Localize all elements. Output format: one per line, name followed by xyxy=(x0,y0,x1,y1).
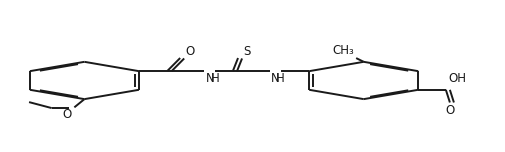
Text: CH₃: CH₃ xyxy=(331,44,353,57)
Text: S: S xyxy=(243,45,250,58)
Text: N: N xyxy=(271,72,279,85)
Text: O: O xyxy=(445,104,454,117)
Text: H: H xyxy=(211,72,219,85)
Text: OH: OH xyxy=(447,72,466,85)
Text: O: O xyxy=(63,108,72,121)
Text: H: H xyxy=(276,72,284,85)
Text: N: N xyxy=(206,72,214,85)
Text: O: O xyxy=(185,45,194,58)
